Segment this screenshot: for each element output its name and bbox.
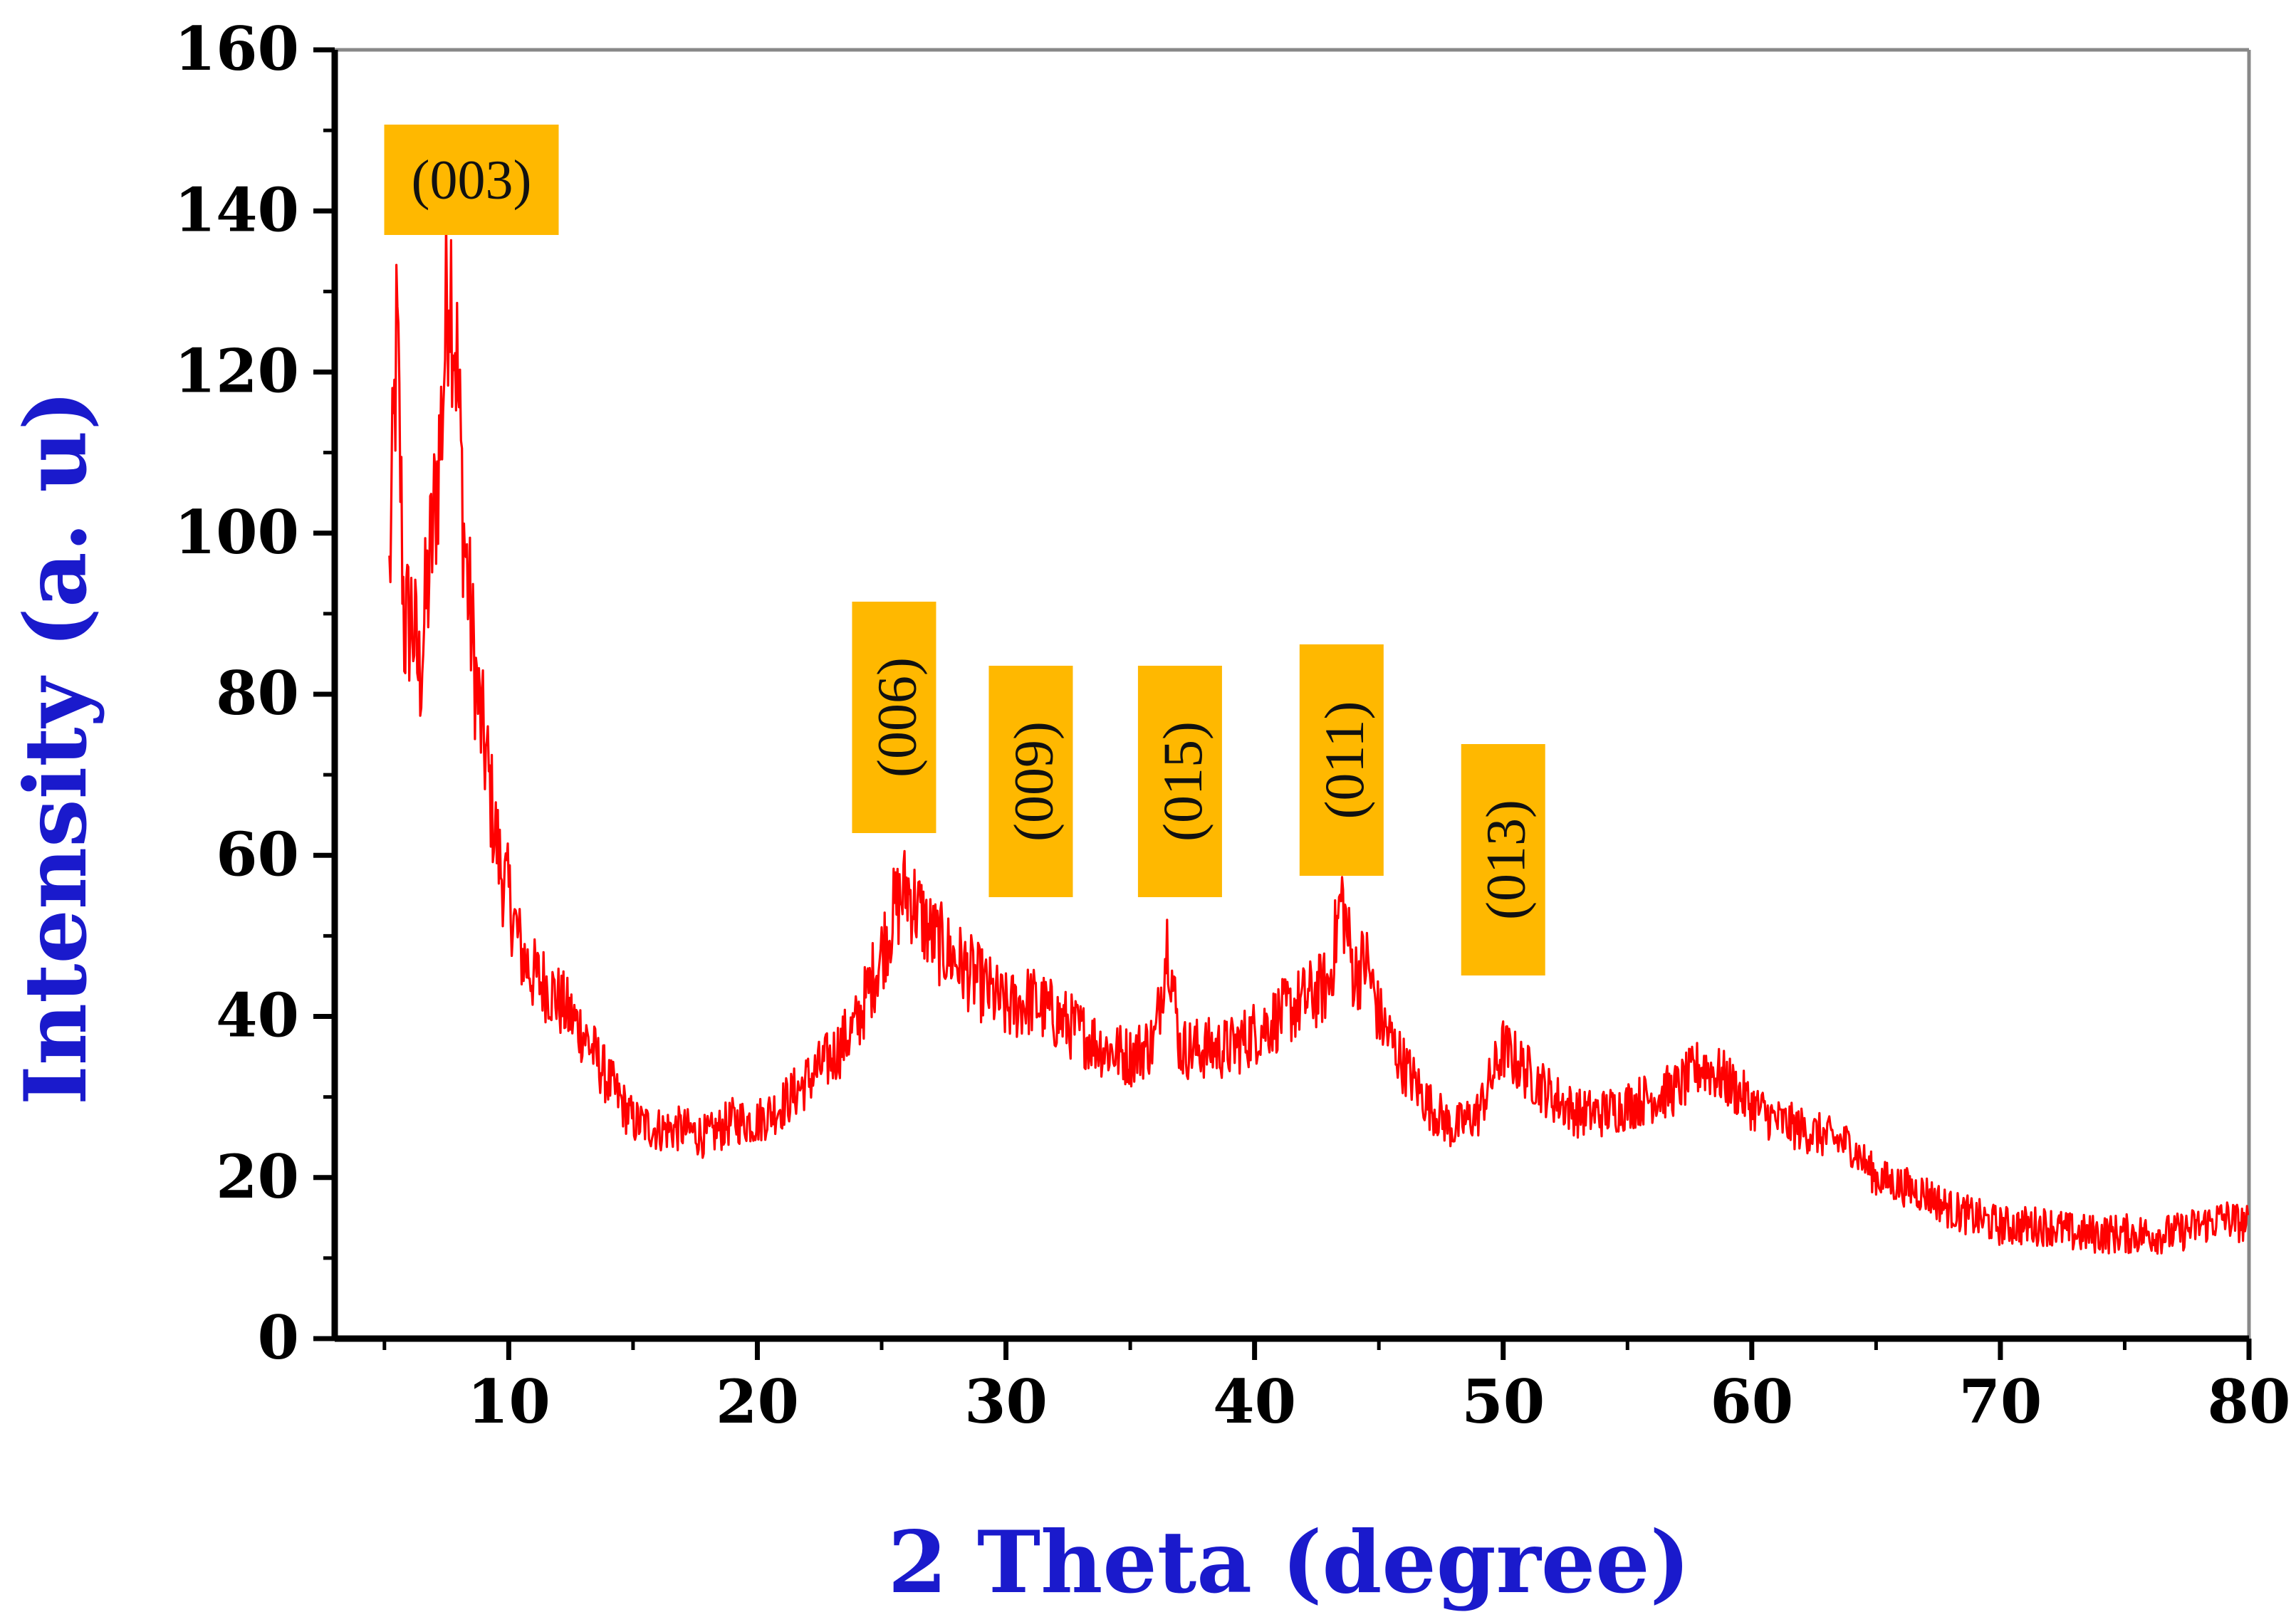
x-axis-ticks: 10 20 30 40 50 60 70 80 xyxy=(382,1339,2291,1437)
peak-label-text: (006) xyxy=(865,657,927,778)
x-tick-label: 30 xyxy=(964,1366,1048,1437)
peak-label: (015) xyxy=(1137,666,1222,897)
series-layer xyxy=(388,218,2250,1255)
x-tick-label: 40 xyxy=(1213,1366,1296,1437)
y-tick-label: 40 xyxy=(216,980,299,1051)
peak-label-box xyxy=(1299,644,1384,876)
x-tick-label: 50 xyxy=(1461,1366,1545,1437)
x-tick-label: 70 xyxy=(1958,1366,2042,1437)
y-tick-label: 160 xyxy=(174,14,299,84)
x-tick-label: 10 xyxy=(467,1366,550,1437)
peak-label-box xyxy=(384,125,559,235)
peak-label-box xyxy=(1137,666,1222,897)
peak-label-text: (003) xyxy=(412,149,532,211)
peak-label: (003) xyxy=(384,125,559,235)
peak-labels: (003) (006) (009) (015) (011) (013) xyxy=(384,125,1545,975)
peak-label-box xyxy=(988,666,1073,897)
y-tick-label: 80 xyxy=(216,658,299,728)
x-tick-label: 20 xyxy=(716,1366,799,1437)
y-axis-ticks: 0 20 40 60 80 100 120 140 160 xyxy=(174,14,335,1373)
x-tick-label: 80 xyxy=(2208,1366,2291,1437)
x-axis-title: 2 Theta (degree) xyxy=(888,1512,1691,1613)
y-tick-label: 60 xyxy=(216,819,299,889)
y-tick-label: 120 xyxy=(174,336,299,407)
peak-label: (009) xyxy=(988,666,1073,897)
y-tick-label: 0 xyxy=(258,1302,299,1373)
peak-label-text: (009) xyxy=(1002,721,1064,842)
peak-label: (013) xyxy=(1461,744,1545,975)
y-tick-label: 100 xyxy=(174,497,299,567)
plot-frame xyxy=(331,48,2251,1342)
peak-label-box xyxy=(1461,744,1545,975)
peak-label-box xyxy=(852,602,936,833)
x-tick-label: 60 xyxy=(1710,1366,1793,1437)
y-tick-label: 140 xyxy=(174,174,299,245)
peak-label: (006) xyxy=(852,602,936,833)
y-tick-label: 20 xyxy=(216,1141,299,1212)
y-axis-title: Intensity (a. u) xyxy=(6,390,106,1106)
peak-label-text: (015) xyxy=(1152,721,1214,842)
series-line-xrd xyxy=(388,218,2250,1255)
peak-label: (011) xyxy=(1299,644,1384,876)
peak-label-text: (011) xyxy=(1313,701,1375,819)
peak-label-text: (013) xyxy=(1475,800,1537,920)
